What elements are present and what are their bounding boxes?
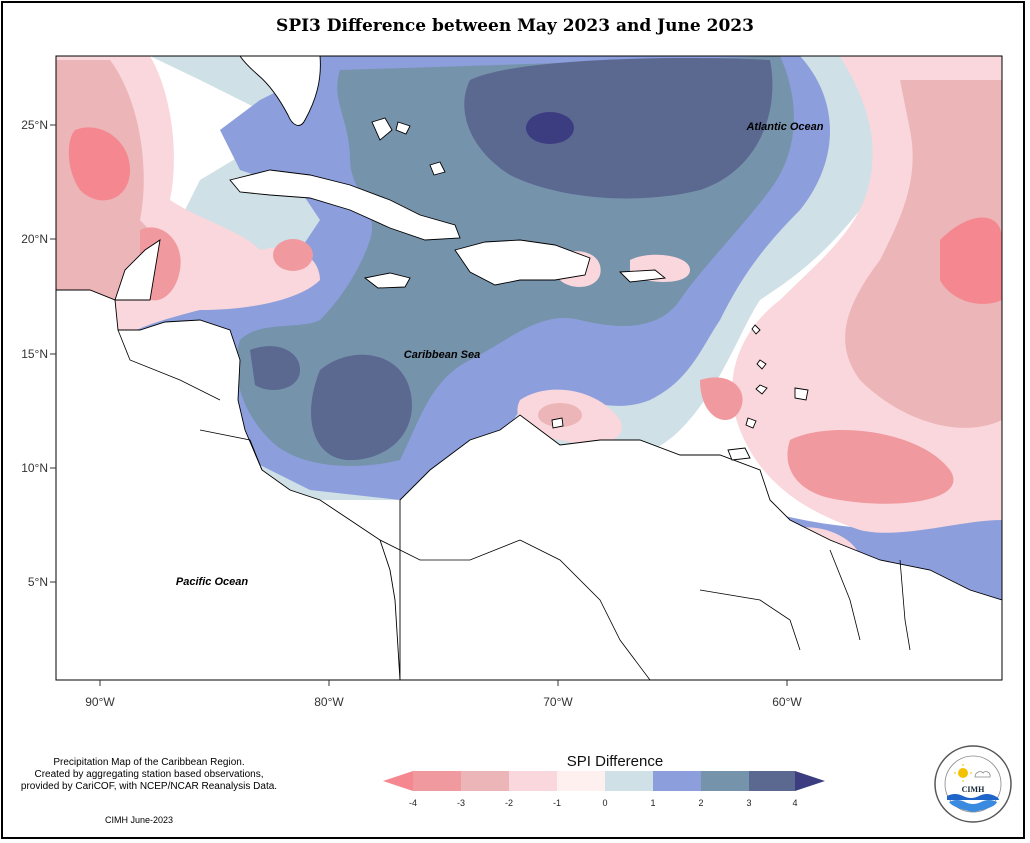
land-curacao bbox=[551, 417, 564, 429]
logo-text: CIMH bbox=[962, 785, 985, 794]
land bbox=[56, 56, 1002, 680]
land-hispaniola bbox=[454, 239, 591, 286]
band-3-4-honduras bbox=[250, 346, 300, 390]
lat-tick-label: 20°N bbox=[21, 232, 48, 246]
land-antilles-3 bbox=[755, 384, 768, 395]
legend-swatch bbox=[413, 771, 461, 791]
land-central-america bbox=[56, 289, 401, 680]
wave-icon bbox=[949, 800, 997, 812]
lat-tick-marks bbox=[50, 124, 788, 686]
border-suriname bbox=[899, 559, 911, 651]
cloud-icon bbox=[974, 771, 991, 778]
lat-tick-label: 15°N bbox=[21, 347, 48, 361]
legend-swatch-high bbox=[795, 771, 825, 791]
footer-line: Precipitation Map of the Caribbean Regio… bbox=[53, 757, 245, 768]
legend-tick-label: 4 bbox=[792, 798, 797, 808]
legend-swatch-low bbox=[383, 771, 413, 791]
legend-tick-label: -2 bbox=[505, 798, 513, 808]
legend-title: SPI Difference bbox=[567, 753, 663, 770]
legend-tick-label: 2 bbox=[698, 798, 703, 808]
lat-axis: 25°N 20°N 15°N 10°N 5°N bbox=[21, 118, 48, 589]
legend-tick-label: -1 bbox=[553, 798, 561, 808]
legend-tick-label: 3 bbox=[746, 798, 751, 808]
land-florida bbox=[239, 56, 321, 126]
legend-tick-label: -3 bbox=[457, 798, 465, 808]
legend-swatch bbox=[509, 771, 557, 791]
footer-line: provided by CariCOF, with NCEP/NCAR Rean… bbox=[20, 781, 278, 792]
label-caribbean: Caribbean Sea bbox=[404, 349, 480, 361]
band-3-4-caribbean bbox=[311, 354, 412, 460]
footer-description: Precipitation Map of the Caribbean Regio… bbox=[4, 757, 294, 793]
footer-credit: CIMH June-2023 bbox=[104, 815, 174, 825]
legend-swatch bbox=[605, 771, 653, 791]
sun-rays bbox=[954, 764, 972, 782]
legend-tick-label: 0 bbox=[602, 798, 607, 808]
label-pacific: Pacific Ocean bbox=[176, 576, 248, 588]
land-barbados bbox=[794, 387, 809, 401]
land-antilles-2 bbox=[756, 359, 767, 370]
lon-axis: 90°W 80°W 70°W 60°W bbox=[85, 695, 802, 709]
band-neg-3-2-east bbox=[845, 80, 1002, 428]
land-bahamas-2 bbox=[395, 121, 411, 135]
map-title: SPI3 Difference between May 2023 and Jun… bbox=[276, 16, 754, 36]
land-jamaica bbox=[363, 272, 411, 289]
band-3-4-atlantic bbox=[464, 58, 773, 199]
land-south-america bbox=[399, 414, 1002, 680]
band-neg-3-cuba bbox=[273, 239, 313, 271]
band-neg-4-east bbox=[940, 217, 1002, 304]
sun-icon bbox=[958, 768, 968, 778]
borders bbox=[117, 329, 911, 680]
footer-line: Created by aggregating station based obs… bbox=[34, 769, 264, 780]
legend: SPI Difference -4 -3 -2 -1 0 1 2 3 4 bbox=[383, 753, 825, 808]
band-neg-4-gulf bbox=[68, 127, 130, 201]
land-puerto-rico bbox=[618, 269, 667, 283]
land-yucatan bbox=[114, 239, 161, 301]
border-brazil bbox=[699, 589, 801, 651]
border-venezuela bbox=[519, 539, 651, 680]
lon-tick-label: 90°W bbox=[85, 695, 115, 709]
legend-swatch bbox=[749, 771, 795, 791]
label-atlantic: Atlantic Ocean bbox=[745, 121, 823, 133]
land-bahamas-1 bbox=[371, 117, 393, 141]
legend-swatch bbox=[653, 771, 701, 791]
border-2 bbox=[199, 429, 263, 471]
land-antilles-4 bbox=[745, 417, 757, 429]
land-antilles-1 bbox=[751, 324, 761, 335]
legend-tick-label: -4 bbox=[409, 798, 417, 808]
legend-swatch bbox=[557, 771, 605, 791]
lon-tick-label: 80°W bbox=[314, 695, 344, 709]
band-neg-3-southeast bbox=[787, 430, 954, 504]
legend-swatch bbox=[461, 771, 509, 791]
band-ge4 bbox=[526, 112, 574, 144]
legend-ticks: -4 -3 -2 -1 0 1 2 3 4 bbox=[409, 798, 798, 808]
lat-tick-label: 25°N bbox=[21, 118, 48, 132]
legend-tick-label: 1 bbox=[650, 798, 655, 808]
band-neg-3-antilles bbox=[700, 377, 743, 420]
land-bahamas-3 bbox=[429, 161, 446, 176]
land-cuba bbox=[229, 169, 461, 241]
legend-swatch bbox=[701, 771, 749, 791]
water-icon bbox=[947, 794, 999, 800]
lat-tick-label: 5°N bbox=[28, 575, 48, 589]
plot-border bbox=[55, 55, 1003, 681]
land-trinidad bbox=[727, 447, 751, 461]
lon-tick-label: 70°W bbox=[543, 695, 573, 709]
cimh-logo: CIMH bbox=[934, 745, 1012, 823]
border-guyana bbox=[829, 549, 861, 641]
band-neg-3-2-abc bbox=[538, 403, 582, 427]
lat-tick-label: 10°N bbox=[21, 461, 48, 475]
border-colombia bbox=[379, 539, 521, 561]
lon-tick-label: 60°W bbox=[772, 695, 802, 709]
border-1 bbox=[117, 329, 221, 401]
